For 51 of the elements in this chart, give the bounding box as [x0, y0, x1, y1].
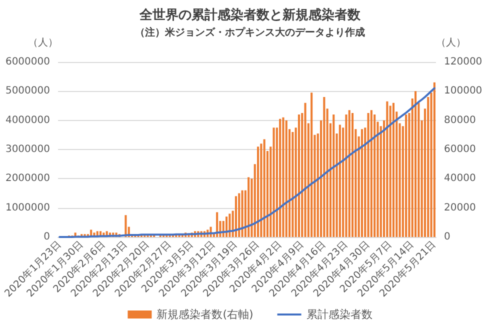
- bar: [282, 117, 284, 237]
- y-tick-label: 4000000: [5, 114, 50, 126]
- bar: [370, 110, 372, 237]
- y-tick-label: 1000000: [5, 202, 50, 214]
- y2-tick-label: 60000: [444, 144, 476, 155]
- bar: [279, 118, 282, 237]
- y2-tick-label: 100000: [444, 86, 482, 97]
- y2-axis-title: （人）: [436, 38, 466, 48]
- chart-title: 全世界の累計感染者数と新規感染者数: [138, 7, 362, 23]
- bar: [405, 114, 408, 237]
- y-tick-label: 3000000: [5, 144, 50, 155]
- legend-label: 新規感染者数(右軸): [156, 308, 254, 321]
- bar: [348, 110, 350, 237]
- legend-label: 累計感染者数: [306, 308, 372, 321]
- bar: [304, 102, 306, 237]
- y2-tick-label: 80000: [444, 114, 476, 126]
- bar: [386, 101, 388, 237]
- bar: [414, 91, 417, 237]
- bar: [389, 106, 392, 237]
- line-series: [58, 87, 436, 238]
- y-tick-label: 0: [44, 232, 50, 242]
- bar: [433, 82, 436, 237]
- y-tick-label: 6000000: [5, 56, 50, 68]
- bar: [260, 144, 262, 237]
- bar: [298, 114, 300, 237]
- bar: [263, 139, 266, 237]
- bar: [338, 124, 341, 237]
- y-tick-label: 5000000: [5, 86, 50, 97]
- bar: [367, 113, 370, 237]
- y2-tick-label: 0: [444, 232, 450, 242]
- bar: [392, 102, 394, 237]
- bar: [332, 114, 335, 237]
- bar: [360, 129, 363, 237]
- chart-subtitle: （注）米ジョンズ・ホプキンス大のデータより作成: [135, 26, 365, 38]
- bar: [272, 128, 275, 237]
- bar: [248, 177, 250, 237]
- y-tick-label: 2000000: [5, 173, 50, 184]
- bar: [285, 120, 288, 237]
- bar: [238, 193, 240, 237]
- y2-tick-label: 40000: [444, 173, 476, 184]
- y2-tick-label: 120000: [444, 56, 482, 68]
- bar: [323, 97, 326, 237]
- bar: [234, 196, 237, 237]
- bar: [352, 113, 354, 237]
- bar: [228, 214, 231, 237]
- bar: [216, 212, 218, 237]
- bar: [241, 190, 244, 237]
- y-axis-title: （人）: [28, 38, 58, 48]
- bar: [257, 146, 260, 237]
- bar: [310, 92, 313, 237]
- y2-tick-label: 20000: [444, 202, 476, 214]
